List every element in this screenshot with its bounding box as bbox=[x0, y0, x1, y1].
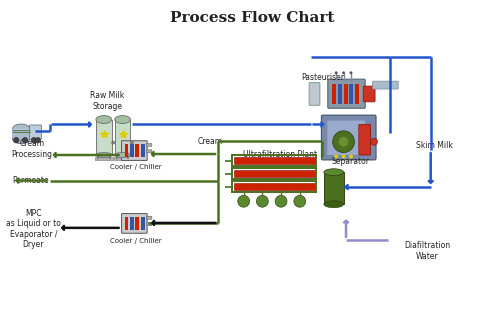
Bar bbox=[141, 144, 144, 157]
Bar bbox=[12, 129, 30, 134]
Circle shape bbox=[238, 195, 250, 207]
Circle shape bbox=[334, 71, 338, 74]
Circle shape bbox=[370, 138, 378, 145]
Circle shape bbox=[338, 137, 348, 147]
Ellipse shape bbox=[96, 153, 112, 157]
Circle shape bbox=[130, 141, 134, 144]
FancyBboxPatch shape bbox=[122, 141, 147, 160]
Circle shape bbox=[350, 71, 352, 74]
Text: MPC
as Liquid or to
Evaporator /
Dryer: MPC as Liquid or to Evaporator / Dryer bbox=[6, 209, 61, 249]
Bar bbox=[12, 129, 30, 138]
Bar bbox=[344, 84, 347, 104]
Bar bbox=[96, 120, 112, 155]
Bar bbox=[130, 217, 134, 230]
Ellipse shape bbox=[114, 153, 130, 157]
FancyBboxPatch shape bbox=[309, 83, 320, 105]
Bar bbox=[136, 144, 140, 157]
Bar bbox=[324, 172, 344, 204]
Ellipse shape bbox=[324, 201, 344, 208]
Circle shape bbox=[349, 154, 353, 158]
Circle shape bbox=[22, 138, 28, 143]
Circle shape bbox=[14, 138, 19, 143]
FancyBboxPatch shape bbox=[146, 150, 152, 153]
FancyBboxPatch shape bbox=[359, 125, 370, 155]
Circle shape bbox=[334, 154, 338, 158]
Text: Cream: Cream bbox=[198, 137, 223, 146]
Ellipse shape bbox=[114, 116, 130, 123]
Bar bbox=[332, 84, 336, 104]
Bar bbox=[141, 217, 144, 230]
Circle shape bbox=[256, 195, 268, 207]
Bar bbox=[124, 217, 128, 230]
Text: Raw Milk
Storage: Raw Milk Storage bbox=[90, 91, 124, 111]
Bar bbox=[234, 157, 314, 164]
Circle shape bbox=[294, 195, 306, 207]
Bar bbox=[130, 144, 134, 157]
Bar bbox=[95, 157, 112, 160]
Circle shape bbox=[275, 195, 287, 207]
Text: Cream
Processing: Cream Processing bbox=[12, 140, 52, 159]
Bar bbox=[232, 168, 316, 179]
Circle shape bbox=[112, 141, 114, 144]
Text: Pasteuriser: Pasteuriser bbox=[302, 73, 344, 82]
Ellipse shape bbox=[12, 133, 30, 144]
FancyBboxPatch shape bbox=[322, 115, 376, 160]
FancyBboxPatch shape bbox=[146, 223, 152, 226]
FancyBboxPatch shape bbox=[328, 79, 365, 108]
Circle shape bbox=[32, 138, 36, 143]
Text: Skim Milk: Skim Milk bbox=[416, 141, 453, 150]
FancyBboxPatch shape bbox=[364, 86, 375, 102]
Text: Cooler / Chiller: Cooler / Chiller bbox=[110, 164, 161, 170]
Text: Permeate: Permeate bbox=[12, 176, 49, 185]
Bar bbox=[356, 84, 360, 104]
Circle shape bbox=[332, 131, 354, 153]
Text: Ultrafiltration Plant: Ultrafiltration Plant bbox=[242, 150, 316, 159]
FancyBboxPatch shape bbox=[30, 125, 42, 139]
FancyBboxPatch shape bbox=[328, 121, 365, 155]
Circle shape bbox=[342, 71, 345, 74]
Bar bbox=[234, 170, 314, 177]
Ellipse shape bbox=[96, 116, 112, 123]
Bar bbox=[136, 217, 140, 230]
Ellipse shape bbox=[324, 169, 344, 176]
Text: Diafiltration
Water: Diafiltration Water bbox=[404, 241, 450, 261]
Text: Cooler / Chiller: Cooler / Chiller bbox=[110, 238, 161, 244]
Bar bbox=[350, 84, 354, 104]
FancyBboxPatch shape bbox=[146, 144, 152, 146]
Text: Separator: Separator bbox=[332, 157, 370, 166]
Circle shape bbox=[35, 138, 40, 143]
Bar bbox=[114, 157, 132, 160]
FancyBboxPatch shape bbox=[146, 216, 152, 219]
Bar bbox=[232, 181, 316, 192]
Bar bbox=[124, 144, 128, 157]
Text: Process Flow Chart: Process Flow Chart bbox=[170, 11, 334, 25]
Bar bbox=[232, 156, 316, 166]
Bar bbox=[234, 183, 314, 190]
Ellipse shape bbox=[12, 124, 30, 135]
FancyBboxPatch shape bbox=[122, 214, 147, 233]
FancyBboxPatch shape bbox=[372, 81, 398, 89]
Bar bbox=[338, 84, 342, 104]
Circle shape bbox=[342, 154, 345, 158]
Bar bbox=[114, 120, 130, 155]
